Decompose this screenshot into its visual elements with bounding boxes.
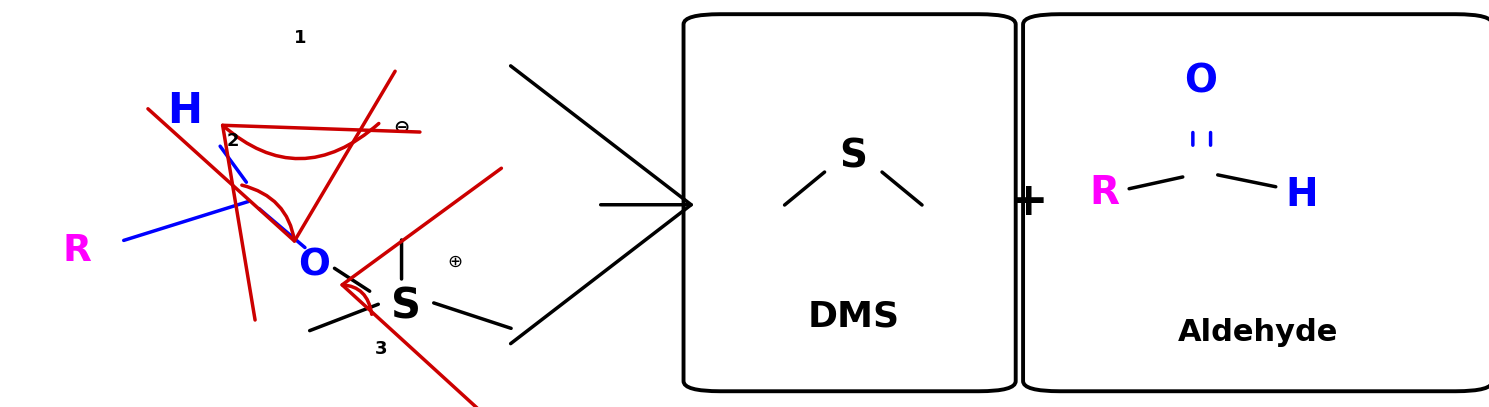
Text: R: R [63, 233, 91, 269]
FancyBboxPatch shape [1023, 14, 1489, 391]
Text: R: R [1090, 173, 1120, 212]
Text: Aldehyde: Aldehyde [1178, 318, 1339, 347]
Text: DMS: DMS [807, 299, 899, 333]
Text: 3: 3 [375, 339, 387, 357]
Text: H: H [167, 90, 203, 133]
FancyBboxPatch shape [683, 14, 1015, 391]
Text: S: S [840, 137, 867, 175]
Text: O: O [298, 247, 331, 284]
Text: ⊖: ⊖ [393, 118, 409, 137]
Text: 1: 1 [293, 28, 305, 46]
Text: ⊕: ⊕ [447, 252, 462, 271]
Text: 2: 2 [226, 132, 240, 150]
Text: +: + [1010, 180, 1048, 225]
Text: O: O [1184, 62, 1217, 100]
Text: S: S [392, 285, 421, 327]
Text: H: H [1286, 175, 1318, 214]
